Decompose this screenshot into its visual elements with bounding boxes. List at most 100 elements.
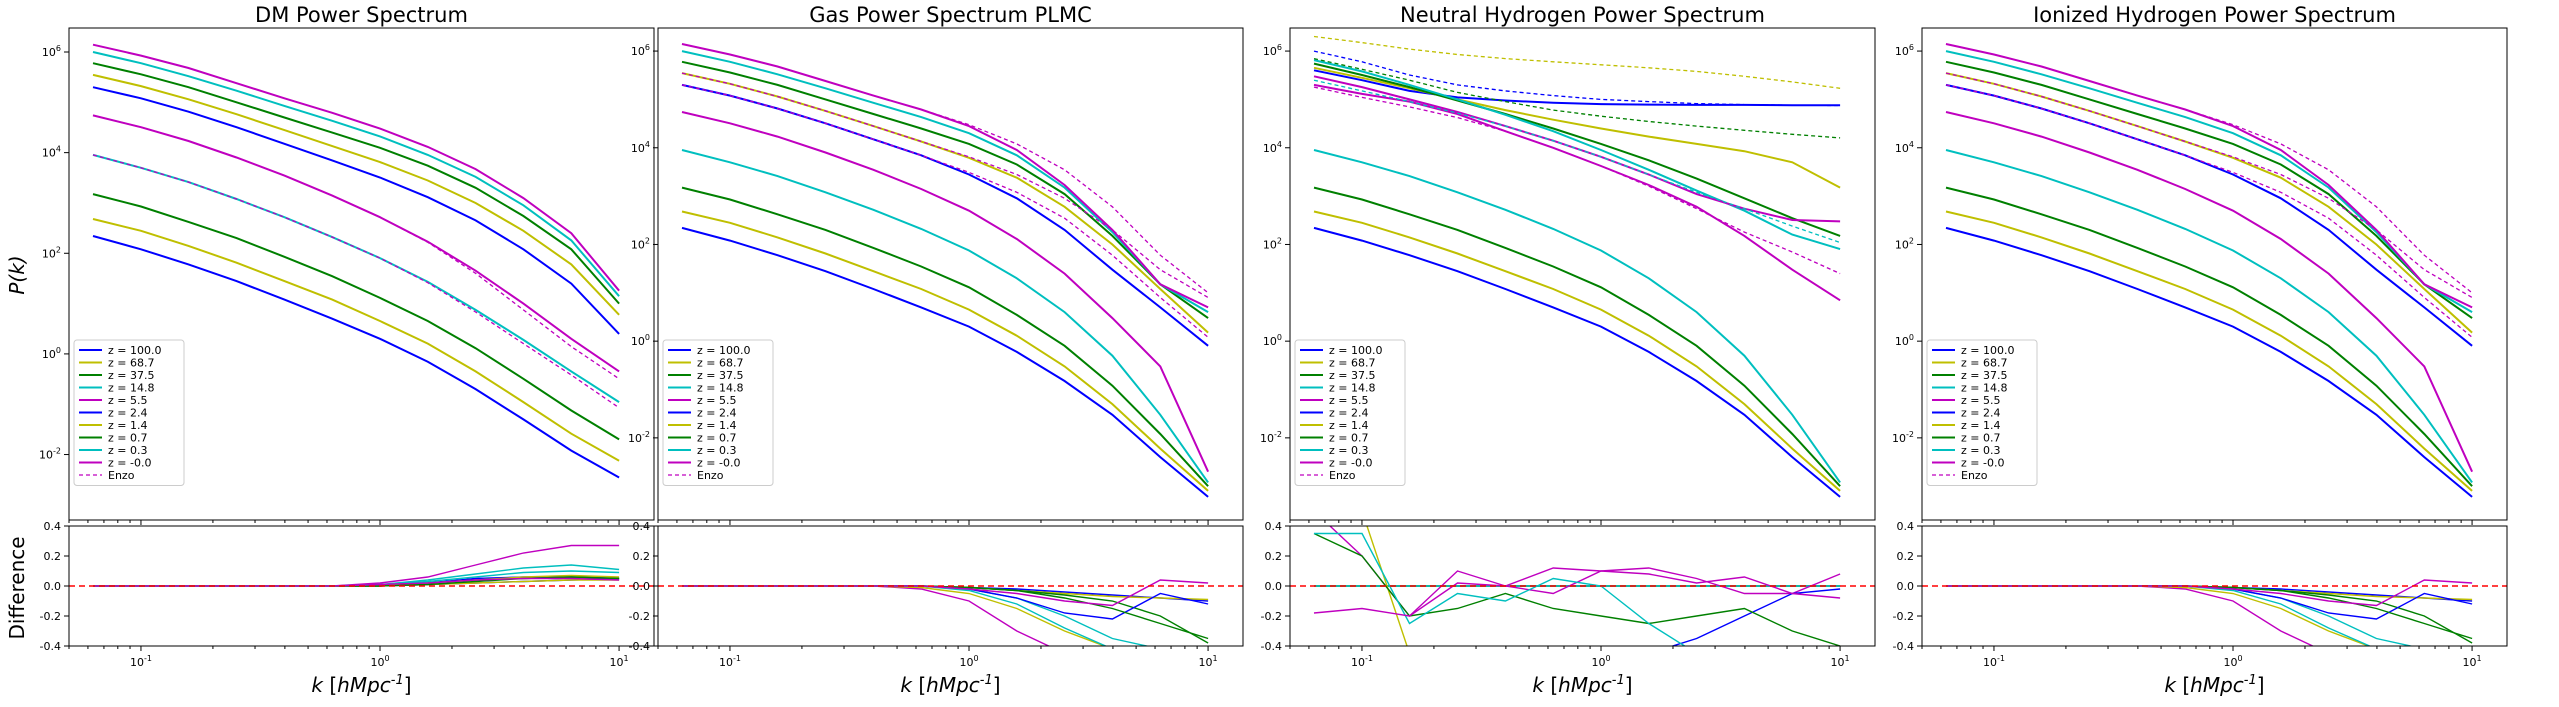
series-line xyxy=(1945,83,2473,347)
series-line xyxy=(92,235,620,479)
legend-label: z = 0.7 xyxy=(1961,432,2000,445)
diff-y-tick-label: -0.4 xyxy=(1261,640,1282,653)
x-axis-label: k [hMpc-1] xyxy=(311,673,411,697)
series-line xyxy=(681,111,1210,473)
legend-label: z = 100.0 xyxy=(1961,344,2014,357)
legend-label: z = 1.4 xyxy=(697,419,736,432)
legend-label: Enzo xyxy=(1961,469,1988,482)
diff-y-tick-label: -0.4 xyxy=(629,640,650,653)
legend-label: Enzo xyxy=(1329,469,1356,482)
y-tick-label: 10-2 xyxy=(628,430,650,445)
x-axis-label: k [hMpc-1] xyxy=(2164,673,2264,697)
x-tick-label: 10-1 xyxy=(1983,654,2005,669)
legend-label: z = 37.5 xyxy=(1329,369,1375,382)
legend-label: z = 68.7 xyxy=(108,357,154,370)
diff-series-line xyxy=(1366,526,1408,646)
y-tick-label: 100 xyxy=(1263,333,1282,348)
y-tick-label: 106 xyxy=(1263,43,1282,58)
legend-label: z = 5.5 xyxy=(108,394,147,407)
y-tick-label: 100 xyxy=(42,346,61,361)
diff-y-tick-label: 0.4 xyxy=(633,520,651,533)
series-line xyxy=(681,226,1209,498)
series-line xyxy=(681,50,1209,313)
main-axes-frame xyxy=(68,27,655,521)
legend-label: z = 0.3 xyxy=(108,444,147,457)
enzo-series-line xyxy=(1313,50,1841,107)
legend-label: z = 1.4 xyxy=(1961,419,2000,432)
panel-1: DM Power Spectrum 10-2 100 102 104 106 z = 100… xyxy=(39,3,655,697)
y-tick-label: 104 xyxy=(1895,140,1914,155)
legend-label: z = 68.7 xyxy=(697,357,743,370)
enzo-series-line xyxy=(92,154,620,409)
legend: z = 100.0z = 68.7z = 37.5z = 14.8z = 5.5… xyxy=(1926,339,2038,486)
enzo-series-line xyxy=(1945,84,2473,338)
main-plot-lines xyxy=(1945,43,2474,498)
series-line xyxy=(1313,226,1841,498)
diff-y-tick-label: -0.2 xyxy=(40,610,61,623)
series-line xyxy=(1313,83,1841,302)
diff-y-tick-label: 0.4 xyxy=(44,520,62,533)
series-line xyxy=(681,43,1209,309)
enzo-series-line xyxy=(1313,79,1841,244)
series-line xyxy=(1945,50,2473,313)
legend-label: z = 2.4 xyxy=(1329,407,1368,420)
series-line xyxy=(92,218,620,462)
y-axis-label: P(k) xyxy=(5,255,29,294)
legend-label: z = -0.0 xyxy=(108,457,151,470)
series-line xyxy=(1945,60,2473,319)
panel-3: Neutral Hydrogen Power Spectrum 10-2 100 10… xyxy=(1260,3,1876,697)
diff-y-tick-label: 0.4 xyxy=(1265,520,1283,533)
diff-y-tick-label: 0.4 xyxy=(1897,520,1915,533)
diff-y-tick-label: -0.2 xyxy=(1893,610,1914,623)
legend-label: z = 2.4 xyxy=(108,407,147,420)
legend-label: z = 5.5 xyxy=(1329,394,1368,407)
legend-label: z = -0.0 xyxy=(1329,457,1372,470)
legend-label: z = 100.0 xyxy=(108,344,161,357)
diff-y-tick-label: -0.4 xyxy=(40,640,61,653)
legend-label: z = 2.4 xyxy=(1961,407,2000,420)
series-line xyxy=(681,60,1209,319)
y-tick-label: 100 xyxy=(1895,333,1914,348)
series-line xyxy=(681,149,1209,483)
diff-y-tick-label: -0.4 xyxy=(1893,640,1914,653)
x-tick-label: 101 xyxy=(610,654,629,669)
legend-label: z = -0.0 xyxy=(697,457,740,470)
y-tick-label: 102 xyxy=(1895,236,1914,251)
series-line xyxy=(92,73,620,316)
y-tick-label: 104 xyxy=(1263,140,1282,155)
x-tick-label: 10-1 xyxy=(719,654,741,669)
series-line xyxy=(1945,186,2473,487)
x-tick-label: 100 xyxy=(370,654,389,669)
legend-label: z = 0.3 xyxy=(1961,444,2000,457)
main-plot-lines xyxy=(1313,35,1841,498)
panel-2: Gas Power Spectrum PLMC 10-2 100 102 104 106 z… xyxy=(628,3,1244,697)
y-tick-label: 106 xyxy=(1895,43,1914,58)
legend-label: z = 0.7 xyxy=(697,432,736,445)
legend-label: z = 5.5 xyxy=(1961,394,2000,407)
y-tick-label: 10-2 xyxy=(1892,430,1914,445)
legend-label: z = 0.7 xyxy=(1329,432,1368,445)
y-tick-label: 102 xyxy=(42,245,61,260)
series-line xyxy=(681,210,1209,492)
x-axis-label: k [hMpc-1] xyxy=(900,673,1000,697)
legend-label: z = 14.8 xyxy=(697,382,743,395)
y-tick-label: 104 xyxy=(631,140,650,155)
legend-label: z = 14.8 xyxy=(1329,382,1375,395)
main-axes-frame xyxy=(1289,27,1876,521)
y-tick-label: 106 xyxy=(631,43,650,58)
diff-y-tick-label: 0.0 xyxy=(1265,580,1283,593)
series-line xyxy=(1313,62,1841,237)
legend-label: z = 37.5 xyxy=(1961,369,2007,382)
legend-label: z = 37.5 xyxy=(108,369,154,382)
diff-y-axis-label: Difference xyxy=(5,536,29,639)
x-tick-label: 101 xyxy=(2463,654,2482,669)
series-line xyxy=(1945,149,2473,483)
series-line xyxy=(1313,66,1841,189)
main-plot-lines xyxy=(681,43,1210,498)
diff-series-line xyxy=(1313,567,1841,617)
y-tick-label: 10-2 xyxy=(39,447,61,462)
diff-y-tick-label: 0.2 xyxy=(1265,550,1283,563)
diff-y-tick-label: -0.2 xyxy=(1261,610,1282,623)
legend-label: z = 0.7 xyxy=(108,432,147,445)
